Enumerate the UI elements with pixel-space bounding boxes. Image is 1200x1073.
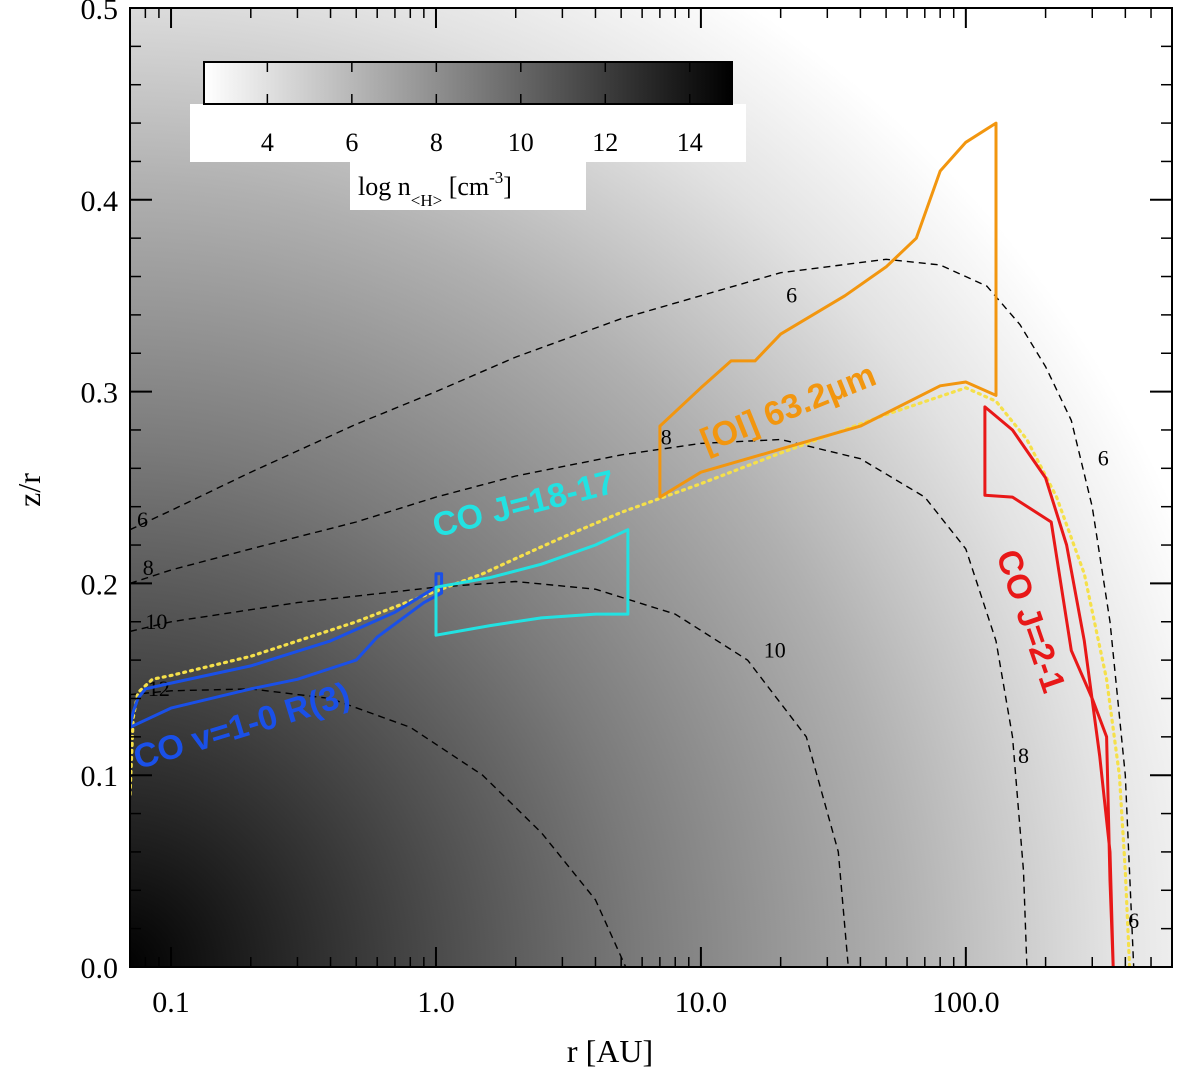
colorbar-tick-label-0: 4 <box>261 128 274 157</box>
region-outline-1 <box>434 528 630 637</box>
contour-line-10-2 <box>130 580 849 967</box>
contour-label-7: 8 <box>1018 743 1029 768</box>
boundary-line <box>130 386 1132 967</box>
x-axis-title: r [AU] <box>567 1033 653 1069</box>
y-tick-label-4: 0.4 <box>81 185 119 218</box>
colorbar-label-backdrop <box>190 104 746 162</box>
colorbar-title: log n<H> [cm-3] <box>358 168 512 210</box>
x-tick-label-0: 0.1 <box>152 986 190 1019</box>
y-tick-label-2: 0.2 <box>81 568 119 601</box>
contour-lines <box>130 258 1135 967</box>
contour-label-2: 10 <box>145 609 167 634</box>
x-tick-label-2: 10.0 <box>675 986 728 1019</box>
colorbar-label-backdrop-2 <box>350 160 586 210</box>
ticks <box>129 7 1173 968</box>
contour-label-4: 6 <box>786 283 797 308</box>
density-map <box>130 8 1172 967</box>
y-tick-label-0: 0.0 <box>81 952 119 985</box>
y-tick-label-5: 0.5 <box>81 0 119 26</box>
colorbar-tick-label-3: 10 <box>508 128 534 157</box>
contour-label-5: 8 <box>661 425 672 450</box>
region-outline-2 <box>658 121 998 499</box>
x-tick-label-3: 100.0 <box>932 986 1000 1019</box>
plot-frame <box>129 7 1173 968</box>
colorbar: 4 6 8 10 12 14 log n<H> [cm-3] <box>190 61 746 210</box>
contour-labels: 6 8 10 12 6 8 10 8 6 6 <box>137 283 1139 933</box>
tick-labels: 0.1 1.0 10.0 100.0 0.0 0.1 0.2 0.3 0.4 0.5 <box>81 0 1000 1019</box>
contour-label-6: 10 <box>764 638 786 663</box>
contour-label-8: 6 <box>1098 446 1109 471</box>
contour-label-3: 12 <box>148 676 170 701</box>
region-outline-3 <box>983 405 1115 967</box>
colorbar-tick-label-4: 12 <box>592 128 618 157</box>
axes <box>129 7 1173 968</box>
contour-line-6-0 <box>130 258 1135 967</box>
emission-regions <box>130 121 1115 967</box>
y-tick-label-1: 0.1 <box>81 760 119 793</box>
region-outline-0 <box>130 572 444 729</box>
colorbar-gradient <box>203 61 733 105</box>
y-axis-title: z/r <box>11 473 47 507</box>
y-tick-label-3: 0.3 <box>81 377 119 410</box>
x-tick-label-1: 1.0 <box>417 986 455 1019</box>
contour-line-8-1 <box>130 438 1028 967</box>
colorbar-tick-label-1: 6 <box>345 128 358 157</box>
colorbar-tick-label-2: 8 <box>430 128 443 157</box>
dotted-boundary <box>130 386 1132 967</box>
contour-label-1: 8 <box>143 555 154 580</box>
colorbar-ticks: 4 6 8 10 12 14 <box>261 62 703 157</box>
contour-label-0: 6 <box>137 507 148 532</box>
colorbar-tick-label-5: 14 <box>677 128 703 157</box>
contour-label-9: 6 <box>1128 908 1139 933</box>
